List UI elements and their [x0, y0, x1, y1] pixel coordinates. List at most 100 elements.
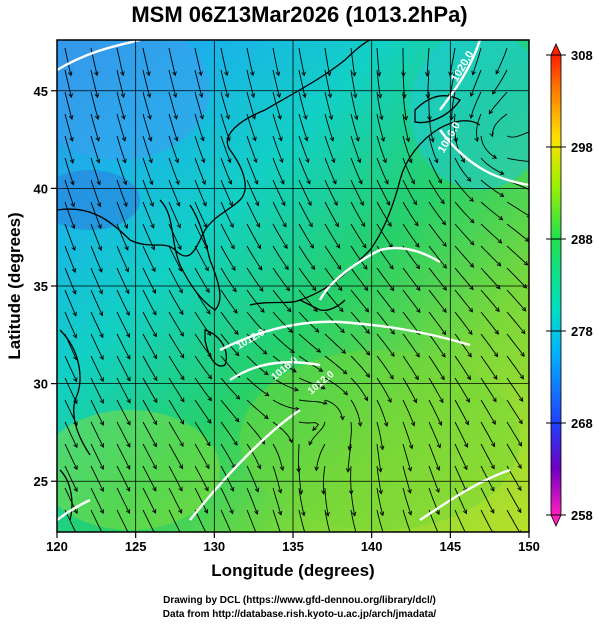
streamline-arrowhead — [254, 487, 260, 493]
streamline-arrowhead — [227, 158, 232, 164]
streamline — [116, 267, 130, 294]
streamline-arrowhead — [150, 223, 155, 229]
streamline-arrowhead — [279, 158, 284, 164]
streamline-arrowhead — [175, 180, 180, 186]
streamline — [194, 47, 202, 76]
streamline-arrowhead — [389, 264, 394, 270]
streamline — [168, 69, 177, 98]
streamline — [142, 487, 157, 514]
streamline-arrowhead — [320, 385, 326, 390]
streamline-arrowhead — [365, 329, 370, 335]
streamline-arrowhead — [124, 245, 129, 251]
streamline — [427, 69, 430, 98]
streamline-arrowhead — [150, 245, 156, 251]
streamline — [168, 201, 181, 228]
streamline — [480, 443, 495, 469]
streamline-arrowhead — [365, 373, 370, 378]
streamline — [116, 113, 126, 142]
streamline — [64, 311, 77, 338]
streamline-arrowhead — [256, 464, 262, 470]
streamline-arrowhead — [325, 511, 330, 517]
streamline-arrowhead — [312, 426, 317, 431]
streamline — [350, 113, 359, 142]
streamline-arrowhead — [442, 286, 447, 291]
streamline — [142, 377, 158, 403]
streamline-arrowhead — [71, 246, 76, 252]
streamline — [324, 245, 342, 270]
streamline-arrowhead — [490, 508, 495, 514]
streamline — [246, 267, 264, 292]
streamline — [298, 91, 307, 120]
streamline — [426, 47, 430, 76]
streamline-arrowhead — [255, 201, 260, 207]
streamline-arrowhead — [207, 396, 212, 402]
streamline — [194, 311, 211, 336]
x-tick-label: 145 — [439, 539, 461, 554]
streamline-arrowhead — [234, 330, 239, 336]
streamline — [246, 135, 257, 163]
streamline — [350, 289, 369, 313]
streamline-arrowhead — [179, 353, 185, 359]
streamline-arrowhead — [318, 367, 324, 372]
streamline-arrowhead — [264, 391, 270, 397]
streamline-arrowhead — [303, 533, 307, 537]
streamline-arrowhead — [280, 179, 285, 185]
streamline-arrowhead — [468, 307, 474, 313]
streamline — [324, 333, 346, 354]
streamline — [298, 245, 315, 270]
streamline-arrowhead — [99, 421, 104, 426]
colorbar-tick-label: 278 — [571, 324, 593, 339]
streamline — [142, 421, 157, 447]
streamline-arrowhead — [518, 419, 523, 425]
streamline — [480, 201, 503, 221]
streamline-arrowhead — [204, 266, 209, 272]
streamline-arrowhead — [365, 350, 371, 356]
streamline — [142, 157, 153, 185]
streamline — [116, 333, 131, 360]
streamline-arrowhead — [256, 244, 262, 250]
streamline — [428, 355, 445, 380]
streamline — [298, 179, 312, 206]
streamline — [470, 69, 482, 97]
streamline — [324, 355, 347, 375]
streamline — [168, 47, 176, 76]
streamline — [454, 333, 472, 358]
streamline-arrowhead — [335, 243, 341, 249]
streamline-arrowhead — [520, 352, 525, 357]
streamline — [506, 289, 527, 312]
streamline-arrowhead — [149, 180, 154, 186]
streamline — [428, 179, 445, 204]
streamline — [142, 47, 150, 76]
streamline-arrowhead — [389, 374, 394, 380]
streamline-arrowhead — [378, 489, 383, 495]
streamline — [220, 179, 233, 206]
streamline — [64, 399, 78, 426]
streamline — [480, 377, 497, 402]
streamline-arrowhead — [97, 224, 102, 230]
streamline — [454, 179, 474, 202]
streamline-arrowhead — [474, 137, 479, 143]
streamline — [116, 509, 129, 532]
streamline-arrowhead — [203, 245, 208, 250]
streamline — [220, 355, 240, 378]
streamline-arrowhead — [390, 330, 395, 335]
streamline-arrowhead — [308, 440, 313, 446]
streamline-arrowhead — [489, 132, 494, 138]
streamline — [506, 131, 529, 138]
streamline — [246, 201, 260, 228]
streamline-arrowhead — [405, 137, 411, 143]
streamline — [272, 201, 287, 228]
streamline — [272, 421, 293, 443]
streamline — [168, 113, 178, 141]
streamline-arrowhead — [322, 400, 328, 405]
streamline — [116, 311, 130, 338]
streamline — [194, 91, 204, 120]
streamline-arrowhead — [126, 354, 131, 360]
streamline-arrowhead — [180, 375, 185, 381]
streamline — [480, 289, 500, 312]
streamline-arrowhead — [313, 307, 318, 313]
streamline-arrowhead — [99, 355, 104, 361]
streamline-arrowhead — [96, 202, 102, 208]
streamline — [64, 333, 77, 360]
